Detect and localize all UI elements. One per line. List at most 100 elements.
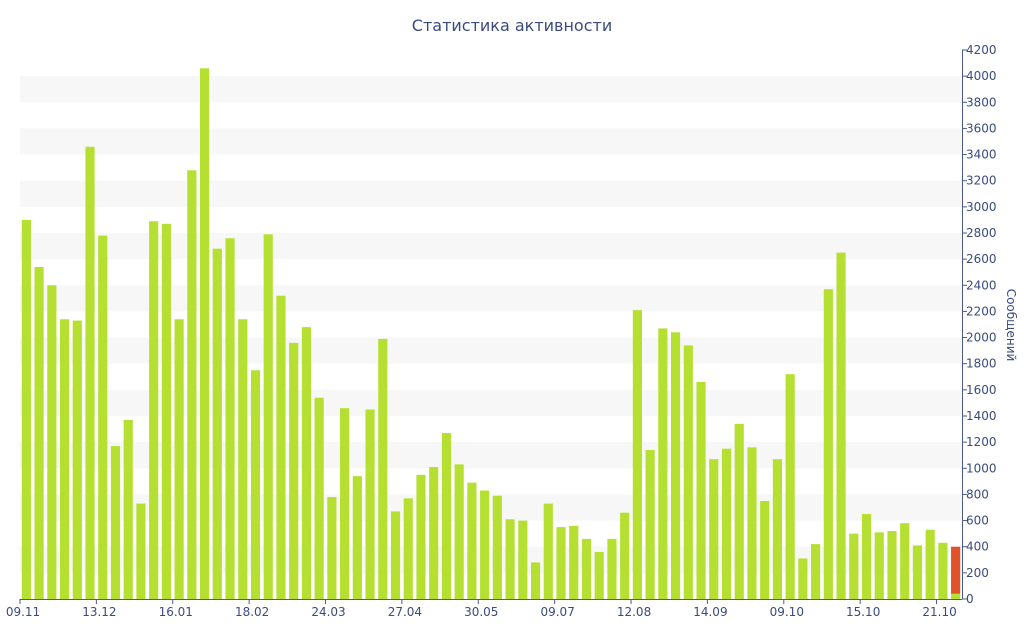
x-tick-label: 21.10 [922,605,956,619]
bar-series1 [199,68,210,600]
bar-series1 [760,500,770,599]
bar-series1 [785,374,795,599]
bar-series1 [110,446,121,599]
y-tick-label: 1800 [966,357,997,371]
x-tick-label: 13.12 [82,605,116,619]
bar-series1 [569,525,579,599]
y-tick-label: 800 [966,487,989,501]
x-tick-label: 27.04 [388,605,422,619]
bar-series1 [136,503,146,599]
bar-series1 [250,370,261,599]
bar-series1 [543,503,553,599]
grid-band [20,76,962,103]
bar-series1 [900,523,910,599]
bar-series1 [276,295,286,599]
bar-series1 [403,498,413,599]
bar-series1 [645,449,655,599]
bar-series1 [365,409,375,599]
bar-series1 [416,474,426,599]
x-tick-label: 12.08 [617,605,651,619]
x-tick-label: 14.09 [693,605,727,619]
bar-series1 [454,464,464,599]
grid-band [20,337,962,364]
bar-series1 [747,447,757,599]
bar-series1 [581,538,592,599]
y-axis-label: Сообщений [1004,289,1018,362]
bar-series1 [530,562,541,599]
bar-series1 [238,319,248,599]
grid-bands [20,76,962,573]
bar-series1 [670,332,681,599]
bar-series1 [441,432,452,599]
x-tick-label: 24.03 [311,605,345,619]
bar-series1 [836,252,846,599]
bar-series1 [327,497,337,599]
y-tick-labels: 0 200 400 600 800 1000 1200 1400 1600 1800 2000 220… [962,43,997,606]
y-tick-label: 400 [966,540,989,554]
bar-series1 [429,466,439,599]
chart-title: Статистика активности [412,16,612,35]
bar-series1 [378,338,388,599]
bar-series1 [352,476,362,599]
bar-series1 [161,223,171,599]
bar-series1 [263,234,273,600]
bar-series1 [492,495,502,599]
bar-series1 [59,319,70,599]
grid-band [20,494,962,521]
y-tick-label: 3400 [966,148,997,162]
y-tick-label: 4200 [966,43,997,57]
bar-series1 [861,514,872,599]
y-tick-label: 2200 [966,304,997,318]
bar-series1 [301,327,312,599]
grid-band [20,389,962,416]
y-tick-label: 2800 [966,226,997,240]
bar-series1 [212,248,222,599]
y-tick-label: 1000 [966,461,997,475]
x-tick-label: 09.10 [770,605,804,619]
bar-series1 [658,328,668,599]
bar-series1 [480,490,490,599]
bar-series1 [314,397,324,599]
grid-band [20,546,962,573]
bar-series1 [683,345,693,599]
y-tick-label: 600 [966,514,989,528]
x-tick-label: 15.10 [846,605,880,619]
bar-series1 [289,342,299,599]
bar-series1 [849,533,859,599]
bar-series1 [98,235,108,599]
bar-series1 [823,289,833,599]
y-tick-label: 4000 [966,69,997,83]
bar-series1 [85,146,95,599]
y-tick-label: 1400 [966,409,997,423]
bar-series1 [123,419,133,599]
x-tick-label: 09.11 [6,605,40,619]
grid-band [20,442,962,469]
y-tick-label: 200 [966,566,989,580]
bar-series1 [34,266,44,599]
y-tick-label: 3800 [966,95,997,109]
bar-series1 [709,459,719,599]
y-tick-label: 1600 [966,383,997,397]
x-tick-labels: 09.11 13.12 16.01 18.02 24.03 27.04 30.05 09.07… [6,599,957,619]
bar-series1 [721,448,732,599]
bar-series1 [149,221,159,599]
bar-series1 [607,538,617,599]
bar-series1 [21,219,31,599]
bar-series1 [811,544,821,599]
grid-band [20,285,962,312]
bar-series1 [518,520,528,599]
y-tick-label: 0 [966,592,974,606]
y-tick-label: 3600 [966,121,997,135]
y-tick-label: 2400 [966,278,997,292]
bar-series1 [505,519,515,599]
bar-series1 [925,529,935,599]
y-tick-label: 2600 [966,252,997,266]
bar-series1 [874,532,884,599]
bar-series1 [734,423,744,599]
y-tick-label: 1200 [966,435,997,449]
y-tick-label: 2000 [966,331,997,345]
grid-band [20,128,962,155]
y-tick-label: 3200 [966,174,997,188]
bar-series1 [938,542,948,599]
